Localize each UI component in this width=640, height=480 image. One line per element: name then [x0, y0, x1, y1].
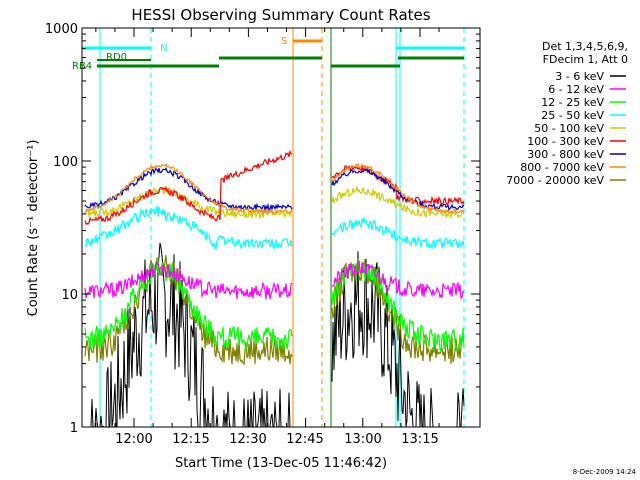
series-12-25kev [84, 258, 465, 352]
legend-entry-label: 12 - 25 keV [541, 96, 604, 109]
x-tick-label: 13:15 [401, 432, 438, 447]
series-line [331, 164, 465, 206]
series-line [84, 255, 293, 366]
x-tick-label: 12:45 [286, 432, 323, 447]
series-line [331, 162, 465, 214]
series-line [84, 184, 293, 220]
x-tick-label: 13:00 [344, 432, 381, 447]
flag-label-rd0: RD0 [106, 52, 127, 63]
series-line [84, 149, 293, 225]
legend-entry-label: 50 - 100 keV [534, 122, 604, 135]
series-line [331, 216, 465, 250]
y-tick-label: 1000 [45, 22, 78, 37]
y-axis-label: Count Rate (s⁻¹ detector⁻¹) [26, 140, 41, 317]
series-line [331, 258, 465, 365]
chart-title: HESSI Observing Summary Count Rates [131, 6, 430, 24]
y-tick-label: 10 [61, 288, 78, 303]
series-layer [84, 149, 465, 429]
y-tick-label: 1 [70, 421, 78, 436]
legend-entry-label: 300 - 800 keV [527, 148, 604, 161]
legend-entry-label: 7000 - 20000 keV [506, 174, 604, 187]
flag-label-n: N [160, 43, 167, 54]
footer-timestamp: 8-Dec-2009 14:24 [573, 468, 637, 476]
legend-entry-label: 100 - 300 keV [527, 135, 604, 148]
legend-entry-label: 25 - 50 keV [541, 109, 604, 122]
x-axis-label: Start Time (13-Dec-05 11:46:42) [175, 456, 387, 471]
axes-layer: 1 10 100 1000 12:00 12:15 12:30 12:45 13:00 13:15 [45, 22, 480, 447]
series-line [84, 163, 293, 215]
plot-frame [81, 27, 481, 428]
series-6-12kev [84, 260, 465, 300]
flag-label-s: S [281, 36, 287, 47]
y-tick-label: 100 [53, 155, 78, 170]
series-line [85, 242, 292, 429]
series-100-300kev [84, 149, 465, 225]
series-line [84, 258, 293, 351]
x-tick-label: 12:00 [115, 432, 152, 447]
legend-header-line: FDecim 1, Att 0 [543, 53, 628, 66]
legend-entry-label: 800 - 7000 keV [520, 161, 604, 174]
series-300-800kev [84, 166, 465, 212]
series-line [331, 259, 465, 352]
x-tick-label: 12:30 [229, 432, 266, 447]
series-line [84, 166, 293, 212]
legend-entry-label: 6 - 12 keV [548, 83, 604, 96]
series-800-7000kev [84, 162, 465, 215]
series-line [331, 260, 465, 299]
series-3-6kev [85, 242, 465, 429]
series-line [84, 260, 293, 300]
legend-entry-label: 3 - 6 keV [555, 70, 604, 83]
legend: Det 1,3,4,5,6,9,FDecim 1, Att 0 3 - 6 keV… [506, 40, 628, 187]
legend-header-line: Det 1,3,4,5,6,9, [542, 40, 628, 53]
series-line [84, 205, 293, 251]
series-25-50kev [84, 205, 465, 251]
series-line [331, 167, 465, 211]
x-tick-label: 12:15 [172, 432, 209, 447]
